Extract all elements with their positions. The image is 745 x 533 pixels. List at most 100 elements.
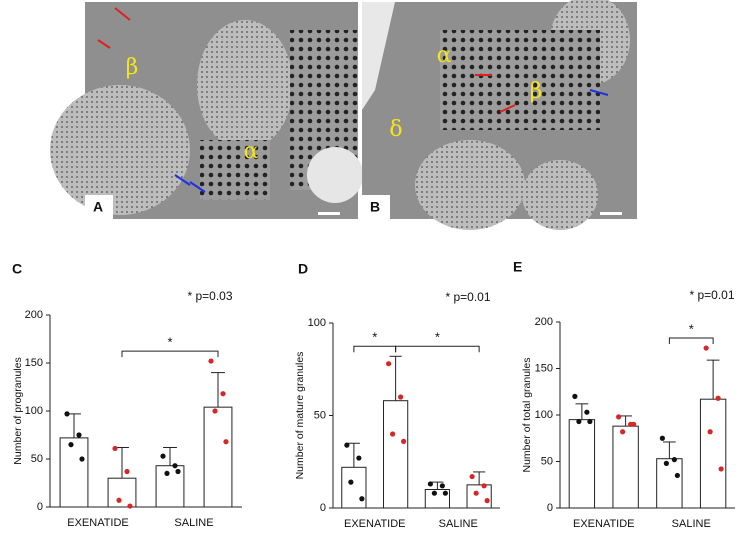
data-point xyxy=(616,414,622,420)
significance-star: * xyxy=(435,330,440,345)
significance-note: * p=0.01 xyxy=(689,288,734,302)
data-point xyxy=(703,345,709,351)
significance-bracket xyxy=(121,350,219,358)
y-tick-label: 200 xyxy=(535,316,553,328)
data-point xyxy=(431,490,437,496)
data-point xyxy=(631,421,637,427)
data-point xyxy=(715,395,721,401)
y-tick-label: 50 xyxy=(541,455,553,467)
cell-type-label: δ xyxy=(389,117,402,142)
y-tick-label: 100 xyxy=(535,409,553,421)
data-point xyxy=(76,432,82,438)
y-tick-label: 50 xyxy=(314,409,326,421)
y-tick-label: 150 xyxy=(25,357,43,369)
y-tick-label: 200 xyxy=(25,309,43,321)
data-point xyxy=(390,431,396,437)
data-point xyxy=(442,490,448,496)
bar xyxy=(612,425,639,509)
significance-bracket xyxy=(668,337,714,345)
data-point xyxy=(427,481,433,487)
x-group-label: SALINE xyxy=(672,518,711,530)
x-group-label: EXENATIDE xyxy=(344,518,406,530)
data-point xyxy=(718,466,724,472)
significance-star: * xyxy=(372,330,377,345)
significance-star: * xyxy=(167,335,172,350)
y-axis-label: Number of progranules xyxy=(12,357,24,464)
bar xyxy=(107,477,137,508)
significance-bracket xyxy=(353,345,397,353)
data-point xyxy=(127,503,133,509)
bar xyxy=(699,398,727,509)
y-tick-label: 0 xyxy=(320,502,326,514)
data-point xyxy=(344,442,350,448)
micrograph-a xyxy=(50,2,363,219)
data-point xyxy=(620,429,626,435)
panel-label: A xyxy=(93,199,103,215)
panel-label: E xyxy=(513,259,522,275)
data-point xyxy=(348,479,354,485)
y-tick-label: 0 xyxy=(547,502,553,514)
data-point xyxy=(160,453,166,459)
x-group-label: EXENATIDE xyxy=(573,518,635,530)
bar xyxy=(59,437,89,508)
significance-note: * p=0.01 xyxy=(445,290,490,304)
y-axis-label: Number of total granules xyxy=(521,358,533,473)
bar xyxy=(341,466,367,509)
data-point xyxy=(671,457,677,463)
cell-type-label: β xyxy=(530,79,543,104)
cell-type-label: α xyxy=(244,139,259,164)
bar xyxy=(656,458,683,509)
x-group-label: SALINE xyxy=(439,518,478,530)
data-point xyxy=(469,473,475,480)
bar xyxy=(383,400,409,509)
data-point xyxy=(674,472,680,479)
y-axis-label: Number of mature granules xyxy=(294,352,306,480)
y-tick-label: 100 xyxy=(25,405,43,417)
data-point xyxy=(212,408,218,414)
data-point xyxy=(223,439,229,445)
data-point xyxy=(220,391,226,397)
y-tick-label: 100 xyxy=(308,317,326,329)
y-tick-label: 150 xyxy=(535,362,553,374)
data-point xyxy=(68,442,74,448)
bar xyxy=(568,419,596,509)
micrograph-b xyxy=(362,0,637,230)
cell-type-label: α xyxy=(437,43,452,68)
data-point xyxy=(439,483,445,489)
data-point xyxy=(356,455,362,461)
data-point xyxy=(164,470,170,476)
bar xyxy=(466,484,492,509)
significance-bracket xyxy=(395,345,480,353)
significance-note: * p=0.03 xyxy=(187,289,232,303)
data-point xyxy=(659,435,665,441)
data-point xyxy=(663,460,669,466)
data-point xyxy=(707,429,713,435)
significance-star: * xyxy=(689,321,694,336)
panel-label: C xyxy=(12,261,22,277)
data-point xyxy=(584,409,590,415)
data-point xyxy=(359,496,365,502)
panel-label: B xyxy=(370,199,380,215)
data-point xyxy=(64,411,70,417)
data-point xyxy=(124,468,130,475)
x-group-label: EXENATIDE xyxy=(67,517,129,529)
data-point xyxy=(401,438,407,444)
y-tick-label: 0 xyxy=(37,501,43,513)
data-point xyxy=(481,483,487,489)
x-group-label: SALINE xyxy=(174,517,213,529)
panel-label: D xyxy=(298,261,308,277)
data-point xyxy=(398,394,404,400)
data-point xyxy=(208,358,214,364)
data-point xyxy=(587,418,593,425)
data-point xyxy=(116,497,122,503)
cell-type-label: β xyxy=(126,55,139,80)
data-point xyxy=(112,445,118,452)
y-tick-label: 50 xyxy=(31,453,43,465)
data-point xyxy=(473,490,479,496)
bar xyxy=(203,406,233,508)
data-point xyxy=(572,393,578,399)
data-point xyxy=(484,498,490,504)
data-point xyxy=(175,468,181,475)
data-point xyxy=(172,463,178,469)
